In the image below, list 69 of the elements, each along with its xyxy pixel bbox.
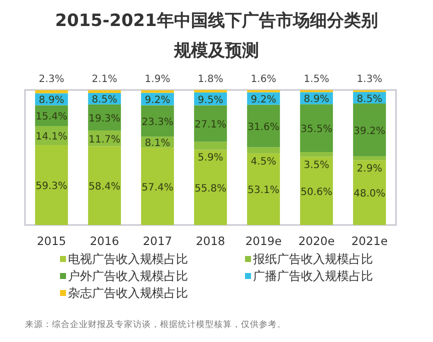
legend-label: 广播广告收入规模占比: [253, 269, 373, 283]
x-tick-label: 2015: [36, 234, 66, 248]
bar: [194, 105, 227, 142]
data-label: 1.3%: [356, 74, 382, 85]
bar: [300, 104, 333, 152]
bar: [247, 153, 280, 225]
data-label: 8.9%: [304, 94, 330, 106]
data-label: 1.6%: [250, 74, 276, 85]
x-tick-label: 2020e: [298, 234, 335, 248]
data-label: 9.2%: [144, 95, 170, 106]
data-label: 8.9%: [38, 95, 64, 106]
source-note: 来源：综合企业财报及专家访谈，根据统计模型核算，仅供参考。: [25, 319, 286, 330]
legend-label: 杂志广告收入规模占比: [68, 286, 188, 300]
data-label: 4.5%: [250, 156, 276, 168]
data-label: 50.6%: [300, 186, 332, 198]
bar: [141, 148, 174, 225]
chart-title: 2015-2021年中国线下广告市场细分类别: [55, 11, 378, 31]
x-tick-label: 2017: [142, 234, 172, 248]
data-label: 8.5%: [356, 94, 382, 105]
data-label: 57.4%: [142, 182, 174, 194]
data-label: 31.6%: [248, 122, 280, 134]
bar: [247, 147, 280, 154]
data-label: 9.2%: [250, 94, 276, 106]
data-label: 59.3%: [36, 181, 68, 192]
bar: [88, 90, 121, 93]
data-label: 1.8%: [198, 74, 224, 85]
legend-label: 报纸广告收入规模占比: [252, 252, 373, 266]
bar: [35, 145, 68, 225]
data-label: 2.3%: [38, 74, 64, 85]
bar: [300, 156, 333, 225]
data-label: 35.5%: [300, 124, 332, 136]
x-tick-label: 2021e: [351, 234, 388, 248]
data-label: 2.1%: [92, 74, 118, 85]
legend-label: 电视广告收入规模占比: [68, 252, 188, 266]
data-label: 3.5%: [304, 160, 330, 171]
data-label: 11.7%: [88, 134, 120, 146]
data-label: 39.2%: [354, 126, 386, 137]
bar: [88, 146, 121, 225]
bar: [353, 160, 386, 225]
data-label: 27.1%: [194, 120, 226, 131]
x-tick-label: 2018: [196, 234, 226, 248]
data-label: 2.9%: [356, 163, 382, 174]
data-label: 14.1%: [36, 132, 68, 143]
data-label: 8.5%: [92, 94, 118, 106]
data-label: 9.5%: [198, 94, 224, 106]
data-label: 8.1%: [144, 138, 170, 150]
x-tick-label: 2016: [90, 234, 120, 248]
bar: [353, 103, 386, 156]
data-label: 15.4%: [36, 112, 68, 123]
data-label: 1.9%: [144, 74, 170, 85]
data-label: 1.5%: [304, 74, 330, 85]
bar: [300, 152, 333, 157]
data-label: 55.8%: [194, 183, 226, 194]
bar: [353, 156, 386, 160]
chart-subtitle: 规模及预测: [173, 41, 259, 61]
data-label: 19.3%: [88, 113, 120, 124]
bar: [247, 104, 280, 148]
data-label: 5.9%: [198, 152, 224, 164]
x-tick-label: 2019e: [245, 234, 282, 248]
bar: [141, 90, 174, 93]
legend-label: 户外广告收入规模占比: [68, 269, 188, 283]
data-label: 48.0%: [354, 188, 386, 200]
bar: [194, 150, 227, 225]
data-label: 53.1%: [248, 185, 280, 196]
bar: [35, 90, 68, 94]
bar: [194, 142, 227, 150]
bar: [141, 105, 174, 137]
data-label: 23.3%: [142, 116, 174, 128]
data-label: 58.4%: [88, 182, 120, 193]
